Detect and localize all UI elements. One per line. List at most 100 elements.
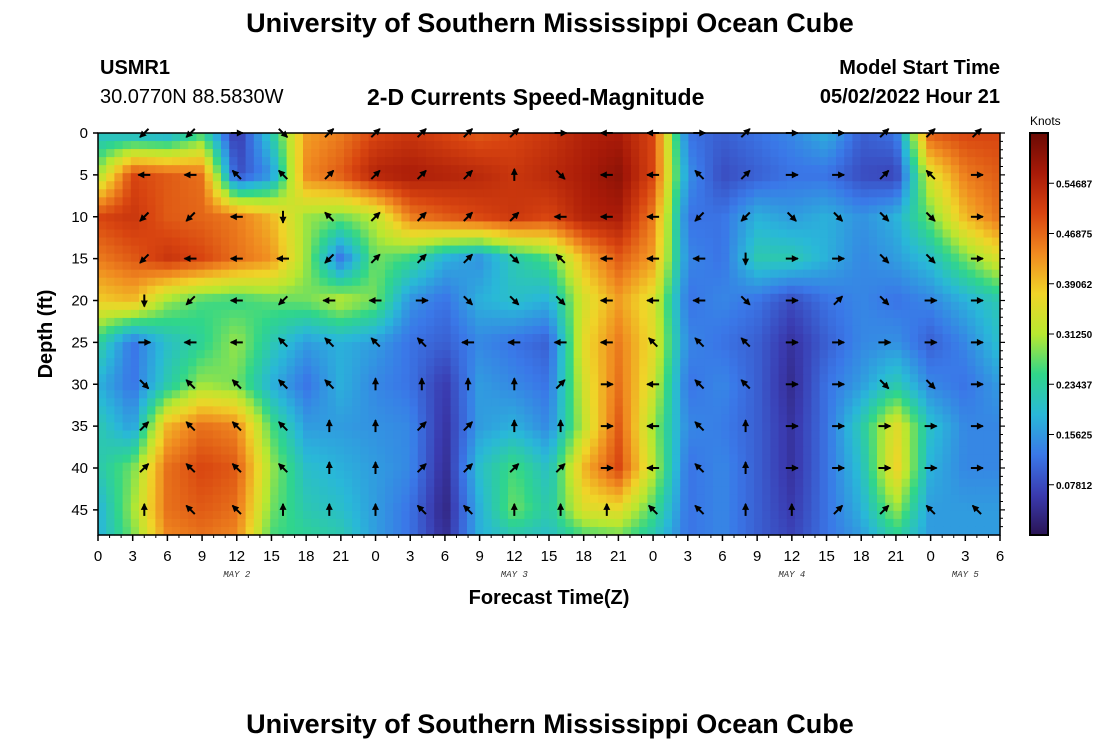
heatmap-cell (934, 430, 944, 440)
heatmap-cell (475, 245, 484, 255)
heatmap-cell (663, 157, 673, 166)
heatmap-cell (975, 398, 985, 407)
heatmap-cell (967, 406, 976, 415)
heatmap-cell (811, 141, 821, 150)
heatmap-cell (499, 309, 509, 319)
heatmap-cell (393, 430, 402, 440)
heatmap-cell (647, 398, 657, 407)
heatmap-cell (130, 390, 140, 399)
heatmap-cell (155, 342, 165, 351)
heatmap-cell (975, 301, 985, 311)
heatmap-cell (319, 334, 329, 343)
heatmap-cell (688, 269, 698, 279)
heatmap-cell (245, 422, 255, 432)
heatmap-cell (98, 454, 107, 464)
heatmap-cell (573, 438, 583, 448)
heatmap-cell (114, 414, 124, 424)
heatmap-cell (942, 430, 952, 440)
heatmap-cell (786, 157, 796, 166)
heatmap-cell (745, 406, 755, 415)
heatmap-cell (680, 309, 689, 319)
heatmap-cell (106, 141, 115, 150)
heatmap-cell (573, 382, 583, 391)
heatmap-cell (573, 181, 583, 190)
heatmap-cell (983, 293, 993, 303)
heatmap-cell (352, 398, 361, 407)
heatmap-cell (532, 334, 542, 343)
heatmap-cell (327, 301, 337, 311)
heatmap-cell (303, 277, 312, 287)
heatmap-cell (409, 414, 419, 424)
heatmap-cell (286, 454, 296, 464)
heatmap-cell (959, 301, 968, 311)
heatmap-cell (180, 406, 189, 415)
heatmap-cell (614, 213, 624, 223)
heatmap-cell (114, 309, 124, 319)
heatmap-cell (237, 173, 247, 182)
heatmap-cell (844, 334, 853, 343)
heatmap-cell (549, 221, 558, 231)
heatmap-cell (114, 350, 124, 359)
heatmap-cell (319, 221, 329, 231)
heatmap-cell (729, 334, 739, 343)
heatmap-cell (106, 149, 115, 158)
heatmap-cell (393, 301, 402, 311)
heatmap-cell (975, 197, 985, 206)
heatmap-cell (278, 358, 288, 367)
heatmap-cell (516, 342, 525, 351)
heatmap-cell (188, 390, 197, 399)
heatmap-cell (458, 438, 468, 448)
heatmap-cell (499, 165, 509, 174)
heatmap-cell (901, 382, 911, 391)
heatmap-cell (204, 165, 214, 174)
heatmap-cell (745, 269, 755, 279)
heatmap-cell (335, 181, 345, 190)
heatmap-cell (565, 325, 575, 335)
heatmap-cell (926, 398, 935, 407)
heatmap-cell (270, 133, 279, 142)
heatmap-cell (434, 301, 443, 311)
heatmap-cell (688, 334, 698, 343)
heatmap-cell (918, 422, 927, 432)
heatmap-cell (926, 205, 935, 214)
heatmap-cell (680, 478, 689, 488)
heatmap-cell (385, 309, 394, 319)
heatmap-cell (795, 446, 804, 456)
heatmap-cell (877, 189, 886, 198)
heatmap-cell (360, 253, 370, 263)
heatmap-cell (450, 342, 460, 351)
heatmap-cell (639, 478, 648, 488)
heatmap-cell (819, 486, 829, 496)
heatmap-cell (426, 398, 435, 407)
heatmap-cell (844, 350, 853, 359)
heatmap-cell (311, 309, 320, 319)
heatmap-cell (786, 181, 796, 190)
heatmap-cell (163, 229, 173, 239)
heatmap-cell (647, 374, 657, 383)
heatmap-cell (631, 269, 640, 279)
heatmap-cell (171, 486, 181, 496)
heatmap-cell (303, 398, 312, 407)
heatmap-cell (524, 149, 534, 158)
heatmap-cell (754, 422, 763, 432)
heatmap-cell (590, 406, 599, 415)
heatmap-cell (573, 317, 583, 327)
heatmap-cell (680, 229, 689, 239)
heatmap-cell (163, 189, 173, 198)
heatmap-cell (483, 470, 493, 480)
heatmap-cell (770, 317, 780, 327)
heatmap-cell (573, 293, 583, 303)
heatmap-cell (360, 301, 370, 311)
heatmap-cell (204, 454, 214, 464)
heatmap-cell (737, 366, 747, 375)
heatmap-cell (352, 149, 361, 158)
heatmap-cell (327, 237, 337, 247)
heatmap-cell (565, 438, 575, 448)
heatmap-cell (885, 486, 894, 496)
heatmap-cell (270, 317, 279, 327)
heatmap-cell (245, 454, 255, 464)
heatmap-cell (819, 197, 829, 206)
heatmap-cell (680, 382, 689, 391)
heatmap-cell (950, 430, 960, 440)
heatmap-cell (319, 414, 329, 424)
